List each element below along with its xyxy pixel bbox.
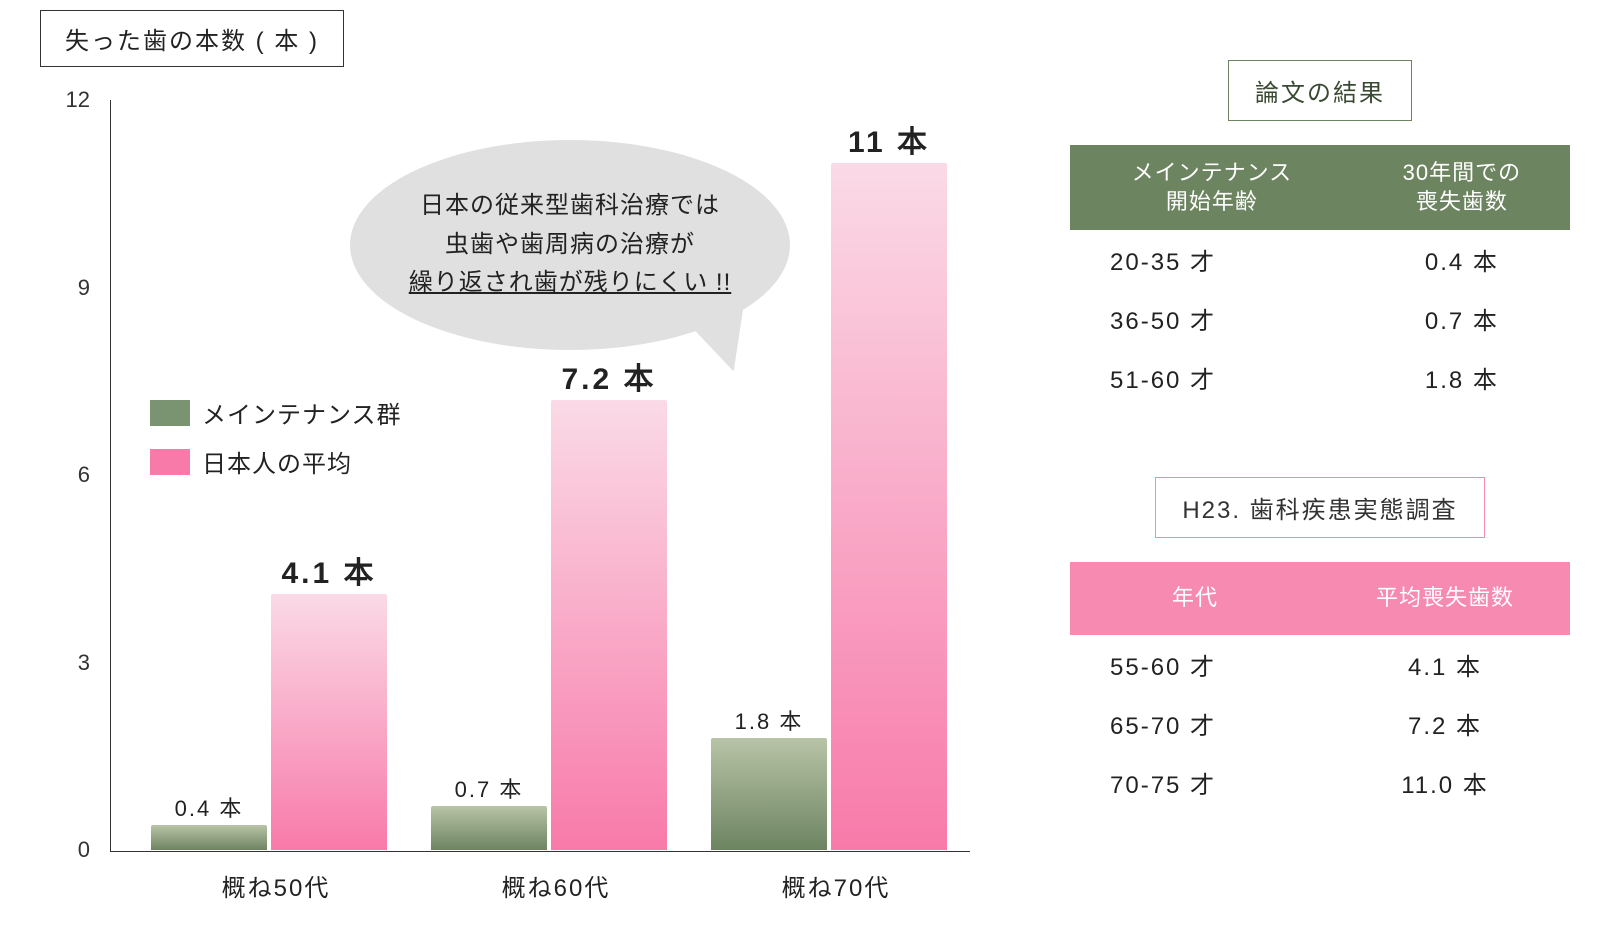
x-axis-label: 概ね60代 [502, 868, 611, 903]
bar-maintenance: 1.8 本 [711, 738, 827, 851]
table-cell: 36-50 才 [1070, 289, 1354, 348]
y-tick-label: 6 [78, 462, 90, 488]
legend-swatch-japan [150, 449, 190, 475]
right-column: 論文の結果 メインテナンス開始年齢 30年間での喪失歯数 20-35 才0.4 … [1070, 60, 1570, 812]
table-cell: 7.2 本 [1320, 694, 1570, 753]
chart-title: 失った歯の本数 ( 本 ) [40, 10, 344, 67]
bubble-line-underline: 繰り返され歯が残りにくい !! [409, 269, 732, 296]
bar-maintenance: 0.7 本 [431, 806, 547, 850]
x-axis-label: 概ね70代 [782, 868, 891, 903]
legend: メインテナンス群 日本人の平均 [150, 395, 402, 479]
bubble-line: 虫歯や歯周病の治療が [445, 231, 695, 258]
bar-group: 0.4 本4.1 本 [151, 594, 387, 850]
table1-header2: 30年間での喪失歯数 [1354, 145, 1570, 230]
legend-item-japan: 日本人の平均 [150, 444, 402, 479]
bar-value-label: 0.7 本 [455, 772, 524, 804]
legend-label: メインテナンス群 [202, 395, 402, 430]
table-row: 36-50 才0.7 本 [1070, 289, 1570, 348]
table2-header1: 年代 [1070, 562, 1320, 635]
table-cell: 51-60 才 [1070, 348, 1354, 407]
y-tick-label: 3 [78, 650, 90, 676]
table-cell: 0.7 本 [1354, 289, 1570, 348]
table-row: 20-35 才0.4 本 [1070, 230, 1570, 289]
table-cell: 65-70 才 [1070, 694, 1320, 753]
bar-japan-avg: 4.1 本 [271, 594, 387, 850]
table2-header2: 平均喪失歯数 [1320, 562, 1570, 635]
table-row: 70-75 才11.0 本 [1070, 753, 1570, 812]
table1-header1: メインテナンス開始年齢 [1070, 145, 1354, 230]
table2-title: H23. 歯科疾患実態調査 [1155, 477, 1484, 538]
bubble-line: 日本の従来型歯科治療では [420, 192, 720, 219]
table-survey-results: 年代 平均喪失歯数 55-60 才4.1 本65-70 才7.2 本70-75 … [1070, 562, 1570, 812]
table-study-results: メインテナンス開始年齢 30年間での喪失歯数 20-35 才0.4 本36-50… [1070, 145, 1570, 407]
table-cell: 70-75 才 [1070, 753, 1320, 812]
table-row: 51-60 才1.8 本 [1070, 348, 1570, 407]
bar-group: 0.7 本7.2 本 [431, 400, 667, 850]
bar-value-label: 1.8 本 [735, 704, 804, 736]
table-cell: 0.4 本 [1354, 230, 1570, 289]
table-cell: 20-35 才 [1070, 230, 1354, 289]
table1-title: 論文の結果 [1228, 60, 1412, 121]
bar-value-label: 7.2 本 [561, 354, 656, 398]
table-cell: 55-60 才 [1070, 635, 1320, 694]
legend-item-maintenance: メインテナンス群 [150, 395, 402, 430]
bar-value-label: 0.4 本 [175, 791, 244, 823]
y-axis: 036912 [40, 100, 100, 850]
bar-maintenance: 0.4 本 [151, 825, 267, 850]
chart-area: 036912 0.4 本4.1 本0.7 本7.2 本1.8 本11 本 概ね5… [40, 100, 980, 900]
y-tick-label: 0 [78, 837, 90, 863]
y-tick-label: 12 [66, 87, 90, 113]
table-row: 55-60 才4.1 本 [1070, 635, 1570, 694]
table-cell: 4.1 本 [1320, 635, 1570, 694]
table-cell: 11.0 本 [1320, 753, 1570, 812]
legend-swatch-maintenance [150, 400, 190, 426]
bar-japan-avg: 7.2 本 [551, 400, 667, 850]
table-row: 65-70 才7.2 本 [1070, 694, 1570, 753]
y-tick-label: 9 [78, 275, 90, 301]
legend-label: 日本人の平均 [202, 444, 352, 479]
bar-value-label: 11 本 [848, 117, 930, 161]
bar-value-label: 4.1 本 [281, 548, 376, 592]
x-axis-label: 概ね50代 [222, 868, 331, 903]
bar-japan-avg: 11 本 [831, 163, 947, 851]
table-cell: 1.8 本 [1354, 348, 1570, 407]
